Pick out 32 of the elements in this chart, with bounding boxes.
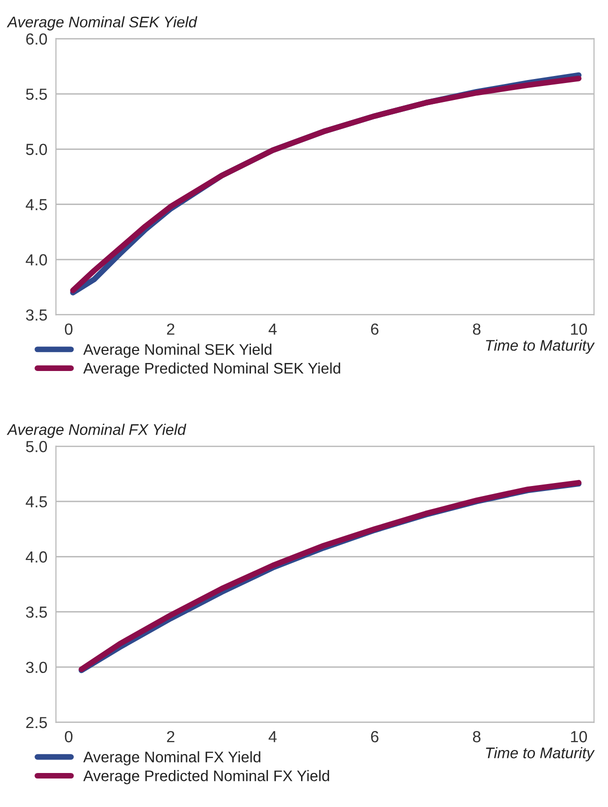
x-tick-label: 6 [371, 323, 378, 335]
x-tick-label: 10 [571, 731, 587, 742]
x-tick-label: 2 [167, 323, 174, 335]
x-tick-label: 8 [472, 323, 480, 335]
legend-label: Average Nominal FX Yield [83, 751, 260, 766]
x-axis-title: Time to Maturity [486, 747, 595, 762]
x-tick-label: 6 [371, 731, 378, 742]
x-tick-label: 4 [268, 731, 277, 742]
y-tick-label: 4.5 [26, 496, 47, 508]
y-tick-label: 5.0 [26, 144, 47, 156]
y-tick-label: 4.0 [26, 254, 47, 266]
y-tick-label: 3.0 [26, 662, 47, 674]
y-tick-label: 4.0 [26, 551, 47, 563]
y-tick-label: 4.5 [26, 199, 47, 210]
y-tick-label: 2.5 [26, 716, 47, 728]
y-tick-label: 3.5 [26, 309, 47, 321]
y-axis-title: Average Nominal FX Yield [6, 424, 186, 438]
legend-label: Average Predicted Nominal FX Yield [83, 770, 330, 784]
y-tick-label: 3.5 [26, 606, 47, 618]
x-tick-label: 2 [167, 731, 174, 742]
x-tick-label: 10 [571, 323, 587, 335]
legend-label: Average Predicted Nominal SEK Yield [83, 362, 340, 377]
x-tick-label: 8 [472, 731, 480, 742]
x-axis-title: Time to Maturity [486, 340, 595, 354]
x-tick-label: 0 [64, 323, 73, 335]
y-tick-label: 6.0 [26, 33, 47, 45]
legend-label: Average Nominal SEK Yield [83, 344, 272, 358]
y-tick-label: 5.5 [26, 88, 47, 100]
x-tick-label: 0 [64, 731, 73, 742]
x-tick-label: 4 [268, 324, 277, 335]
y-tick-label: 5.0 [26, 440, 47, 452]
y-axis-title: Average Nominal SEK Yield [6, 16, 198, 30]
